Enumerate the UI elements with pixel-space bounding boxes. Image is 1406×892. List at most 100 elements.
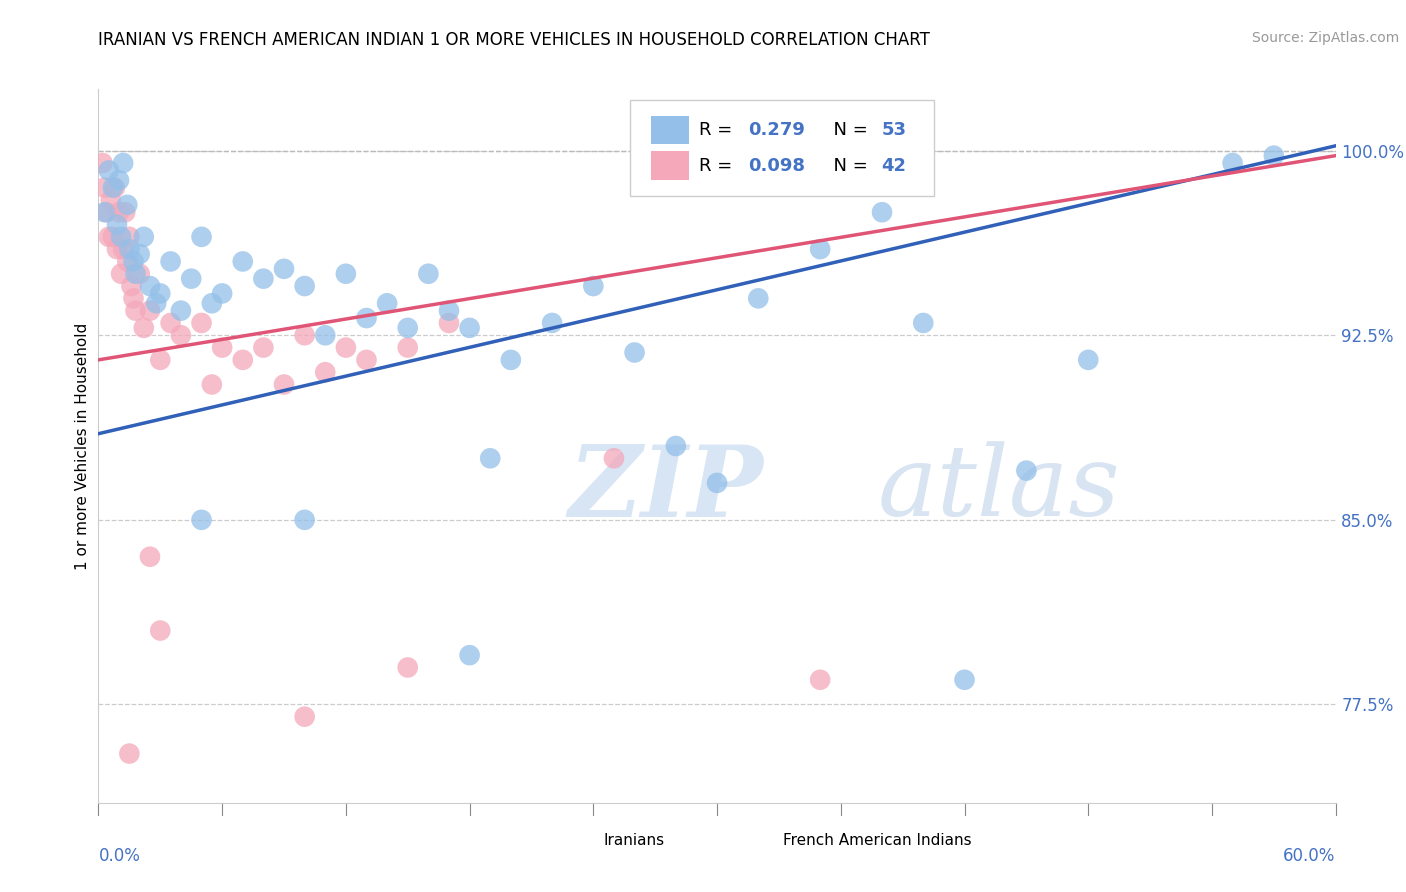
Point [603, 451, 626, 466]
Point [139, 303, 162, 318]
Text: French American Indians: French American Indians [783, 833, 972, 848]
Text: 53: 53 [882, 121, 907, 139]
FancyBboxPatch shape [651, 116, 689, 145]
Point [93, 205, 115, 219]
Point [159, 316, 181, 330]
Text: atlas: atlas [877, 442, 1121, 536]
FancyBboxPatch shape [651, 152, 689, 180]
Point [252, 341, 274, 355]
Point [190, 316, 212, 330]
Point [870, 205, 893, 219]
Point [114, 205, 136, 219]
Point [159, 254, 181, 268]
Point [1222, 156, 1244, 170]
Point [132, 230, 155, 244]
Text: Source: ZipAtlas.com: Source: ZipAtlas.com [1251, 31, 1399, 45]
Point [232, 352, 254, 367]
Point [499, 352, 522, 367]
Point [335, 341, 357, 355]
Point [953, 673, 976, 687]
Point [97, 230, 120, 244]
Point [479, 451, 502, 466]
Point [294, 513, 316, 527]
Point [145, 296, 167, 310]
Point [128, 267, 150, 281]
Point [232, 254, 254, 268]
Point [706, 475, 728, 490]
Point [104, 180, 127, 194]
Point [149, 624, 172, 638]
Point [101, 230, 124, 244]
Point [91, 156, 114, 170]
Point [808, 242, 831, 256]
Point [294, 709, 316, 723]
Text: IRANIAN VS FRENCH AMERICAN INDIAN 1 OR MORE VEHICLES IN HOUSEHOLD CORRELATION CH: IRANIAN VS FRENCH AMERICAN INDIAN 1 OR M… [98, 31, 931, 49]
Point [112, 156, 135, 170]
FancyBboxPatch shape [748, 830, 775, 851]
Point [122, 291, 145, 305]
Point [273, 377, 295, 392]
Point [139, 279, 162, 293]
Point [396, 660, 419, 674]
Point [294, 328, 316, 343]
Text: R =: R = [699, 121, 738, 139]
Point [458, 648, 481, 662]
FancyBboxPatch shape [630, 100, 934, 196]
Text: Iranians: Iranians [603, 833, 665, 848]
Point [335, 267, 357, 281]
FancyBboxPatch shape [568, 830, 596, 851]
Point [541, 316, 564, 330]
Point [117, 254, 139, 268]
Point [201, 377, 224, 392]
Point [623, 345, 645, 359]
Point [665, 439, 688, 453]
Text: N =: N = [823, 121, 873, 139]
Point [105, 242, 128, 256]
Point [252, 271, 274, 285]
Text: 0.279: 0.279 [748, 121, 804, 139]
Point [108, 205, 131, 219]
Point [1263, 148, 1285, 162]
Point [96, 205, 118, 219]
Point [132, 321, 155, 335]
Point [458, 321, 481, 335]
Point [118, 242, 141, 256]
Point [118, 230, 141, 244]
Point [273, 261, 295, 276]
Point [93, 180, 115, 194]
Point [808, 673, 831, 687]
Point [97, 163, 120, 178]
Point [190, 513, 212, 527]
Point [396, 341, 419, 355]
Point [110, 267, 132, 281]
Text: 0.098: 0.098 [748, 157, 806, 175]
Point [582, 279, 605, 293]
Text: 42: 42 [882, 157, 907, 175]
Text: ZIP: ZIP [568, 441, 763, 537]
Point [100, 193, 122, 207]
Point [314, 328, 336, 343]
Point [1015, 464, 1038, 478]
Point [201, 296, 224, 310]
Point [418, 267, 440, 281]
Point [101, 180, 124, 194]
Point [118, 747, 141, 761]
Point [375, 296, 398, 310]
Point [396, 321, 419, 335]
Point [294, 279, 316, 293]
Point [437, 316, 460, 330]
Point [124, 303, 146, 318]
Point [170, 328, 193, 343]
Point [108, 173, 131, 187]
Text: 60.0%: 60.0% [1284, 847, 1336, 865]
Point [149, 286, 172, 301]
Point [180, 271, 202, 285]
Text: 0.0%: 0.0% [98, 847, 141, 865]
Text: R =: R = [699, 157, 738, 175]
Point [190, 230, 212, 244]
Point [128, 247, 150, 261]
Point [211, 341, 233, 355]
Point [112, 242, 135, 256]
Text: N =: N = [823, 157, 873, 175]
Point [117, 198, 139, 212]
